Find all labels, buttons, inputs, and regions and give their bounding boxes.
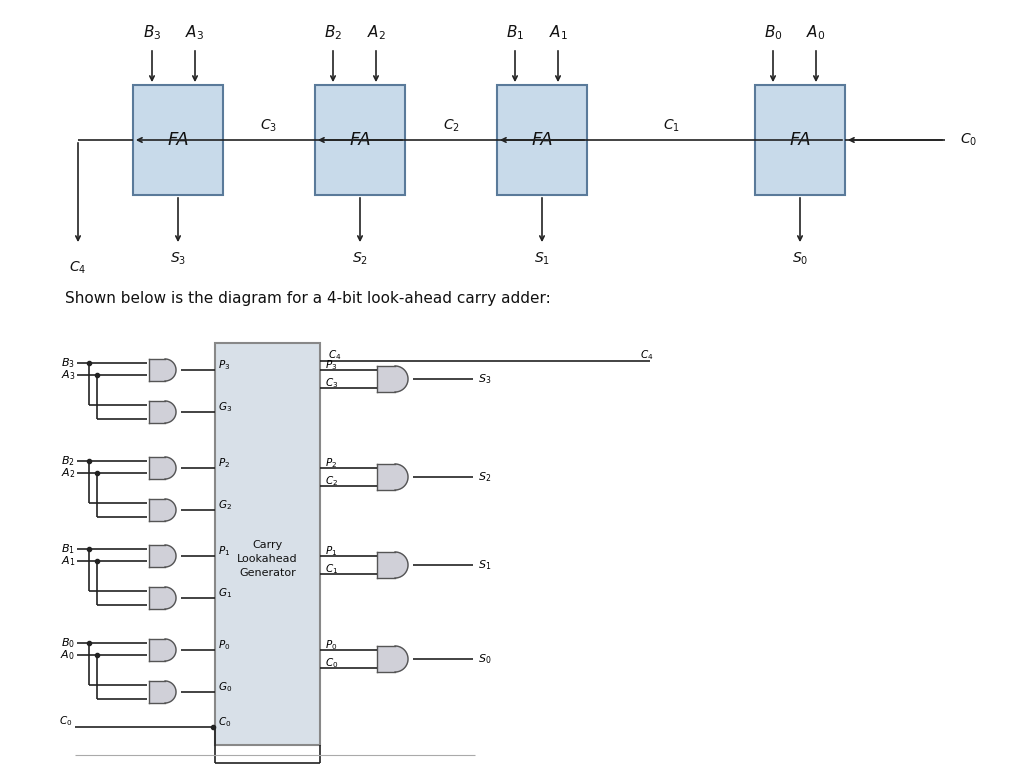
- Polygon shape: [395, 552, 408, 578]
- Text: $B_0$: $B_0$: [764, 24, 782, 42]
- Text: $C_0$: $C_0$: [325, 656, 338, 670]
- Bar: [150, 499, 165, 521]
- Text: Shown below is the diagram for a 4-bit look-ahead carry adder:: Shown below is the diagram for a 4-bit l…: [65, 290, 551, 306]
- Text: $B_3$: $B_3$: [61, 356, 75, 370]
- Text: $S_1$: $S_1$: [478, 558, 492, 572]
- Text: $C_0$: $C_0$: [58, 714, 72, 728]
- Text: $G_1$: $G_1$: [218, 586, 232, 600]
- Text: $C_2$: $C_2$: [442, 118, 460, 134]
- Polygon shape: [165, 457, 176, 479]
- Text: $A_2$: $A_2$: [367, 24, 385, 42]
- Text: $B_0$: $B_0$: [61, 636, 75, 650]
- Bar: [377, 552, 395, 578]
- Text: $C_2$: $C_2$: [325, 474, 338, 488]
- Text: $C_0$: $C_0$: [961, 132, 977, 148]
- Text: Carry
Lookahead
Generator: Carry Lookahead Generator: [238, 540, 298, 578]
- Text: $A_0$: $A_0$: [60, 648, 75, 662]
- Polygon shape: [165, 499, 176, 521]
- Polygon shape: [165, 587, 176, 609]
- Bar: [315, 85, 406, 195]
- Polygon shape: [395, 646, 408, 672]
- Text: FA: FA: [790, 131, 811, 149]
- Text: $P_3$: $P_3$: [218, 358, 230, 372]
- Text: $C_1$: $C_1$: [325, 562, 338, 576]
- Polygon shape: [165, 545, 176, 567]
- Bar: [133, 85, 223, 195]
- Polygon shape: [395, 464, 408, 490]
- Text: FA: FA: [531, 131, 553, 149]
- Text: $A_2$: $A_2$: [60, 466, 75, 480]
- Text: $S_0$: $S_0$: [792, 250, 808, 267]
- Text: $C_3$: $C_3$: [325, 376, 338, 390]
- Text: $G_3$: $G_3$: [218, 400, 232, 414]
- Text: $B_2$: $B_2$: [61, 454, 75, 468]
- Bar: [150, 681, 165, 703]
- Text: $C_4$: $C_4$: [70, 260, 87, 277]
- Text: $P_0$: $P_0$: [325, 638, 337, 652]
- Text: $P_1$: $P_1$: [218, 544, 230, 558]
- Text: $A_3$: $A_3$: [185, 24, 205, 42]
- Polygon shape: [165, 401, 176, 423]
- Bar: [150, 359, 165, 381]
- Text: FA: FA: [349, 131, 371, 149]
- Text: $A_3$: $A_3$: [60, 368, 75, 382]
- Text: $G_2$: $G_2$: [218, 498, 231, 512]
- Polygon shape: [165, 639, 176, 661]
- Text: $C_4$: $C_4$: [640, 348, 653, 362]
- Text: $B_2$: $B_2$: [324, 24, 342, 42]
- Text: $P_1$: $P_1$: [325, 544, 337, 558]
- Text: $C_1$: $C_1$: [663, 118, 680, 134]
- Text: $C_0$: $C_0$: [218, 715, 231, 729]
- Text: $S_2$: $S_2$: [478, 470, 492, 484]
- Text: $S_0$: $S_0$: [478, 652, 492, 666]
- Bar: [150, 587, 165, 609]
- Bar: [150, 401, 165, 423]
- Text: $P_3$: $P_3$: [325, 358, 337, 372]
- Text: $G_0$: $G_0$: [218, 680, 232, 694]
- Text: FA: FA: [167, 131, 188, 149]
- Text: $B_3$: $B_3$: [142, 24, 161, 42]
- Bar: [377, 464, 395, 490]
- Text: $P_2$: $P_2$: [325, 456, 337, 470]
- Text: $A_1$: $A_1$: [60, 554, 75, 568]
- Bar: [150, 457, 165, 479]
- Text: $S_1$: $S_1$: [534, 250, 550, 267]
- Bar: [150, 545, 165, 567]
- Text: $S_3$: $S_3$: [170, 250, 186, 267]
- Text: $B_1$: $B_1$: [61, 542, 75, 556]
- Text: $C_4$: $C_4$: [328, 348, 341, 362]
- Text: $B_1$: $B_1$: [506, 24, 524, 42]
- Bar: [215, 343, 319, 745]
- Text: $P_0$: $P_0$: [218, 638, 230, 652]
- Text: $P_2$: $P_2$: [218, 456, 230, 470]
- Polygon shape: [395, 366, 408, 392]
- Bar: [497, 85, 587, 195]
- Text: $S_3$: $S_3$: [478, 372, 492, 386]
- Bar: [150, 639, 165, 661]
- Polygon shape: [165, 359, 176, 381]
- Polygon shape: [165, 681, 176, 703]
- Text: $C_3$: $C_3$: [260, 118, 278, 134]
- Text: $A_0$: $A_0$: [806, 24, 825, 42]
- Text: $A_1$: $A_1$: [549, 24, 567, 42]
- Bar: [377, 366, 395, 392]
- Bar: [755, 85, 845, 195]
- Text: $S_2$: $S_2$: [352, 250, 368, 267]
- Bar: [377, 646, 395, 672]
